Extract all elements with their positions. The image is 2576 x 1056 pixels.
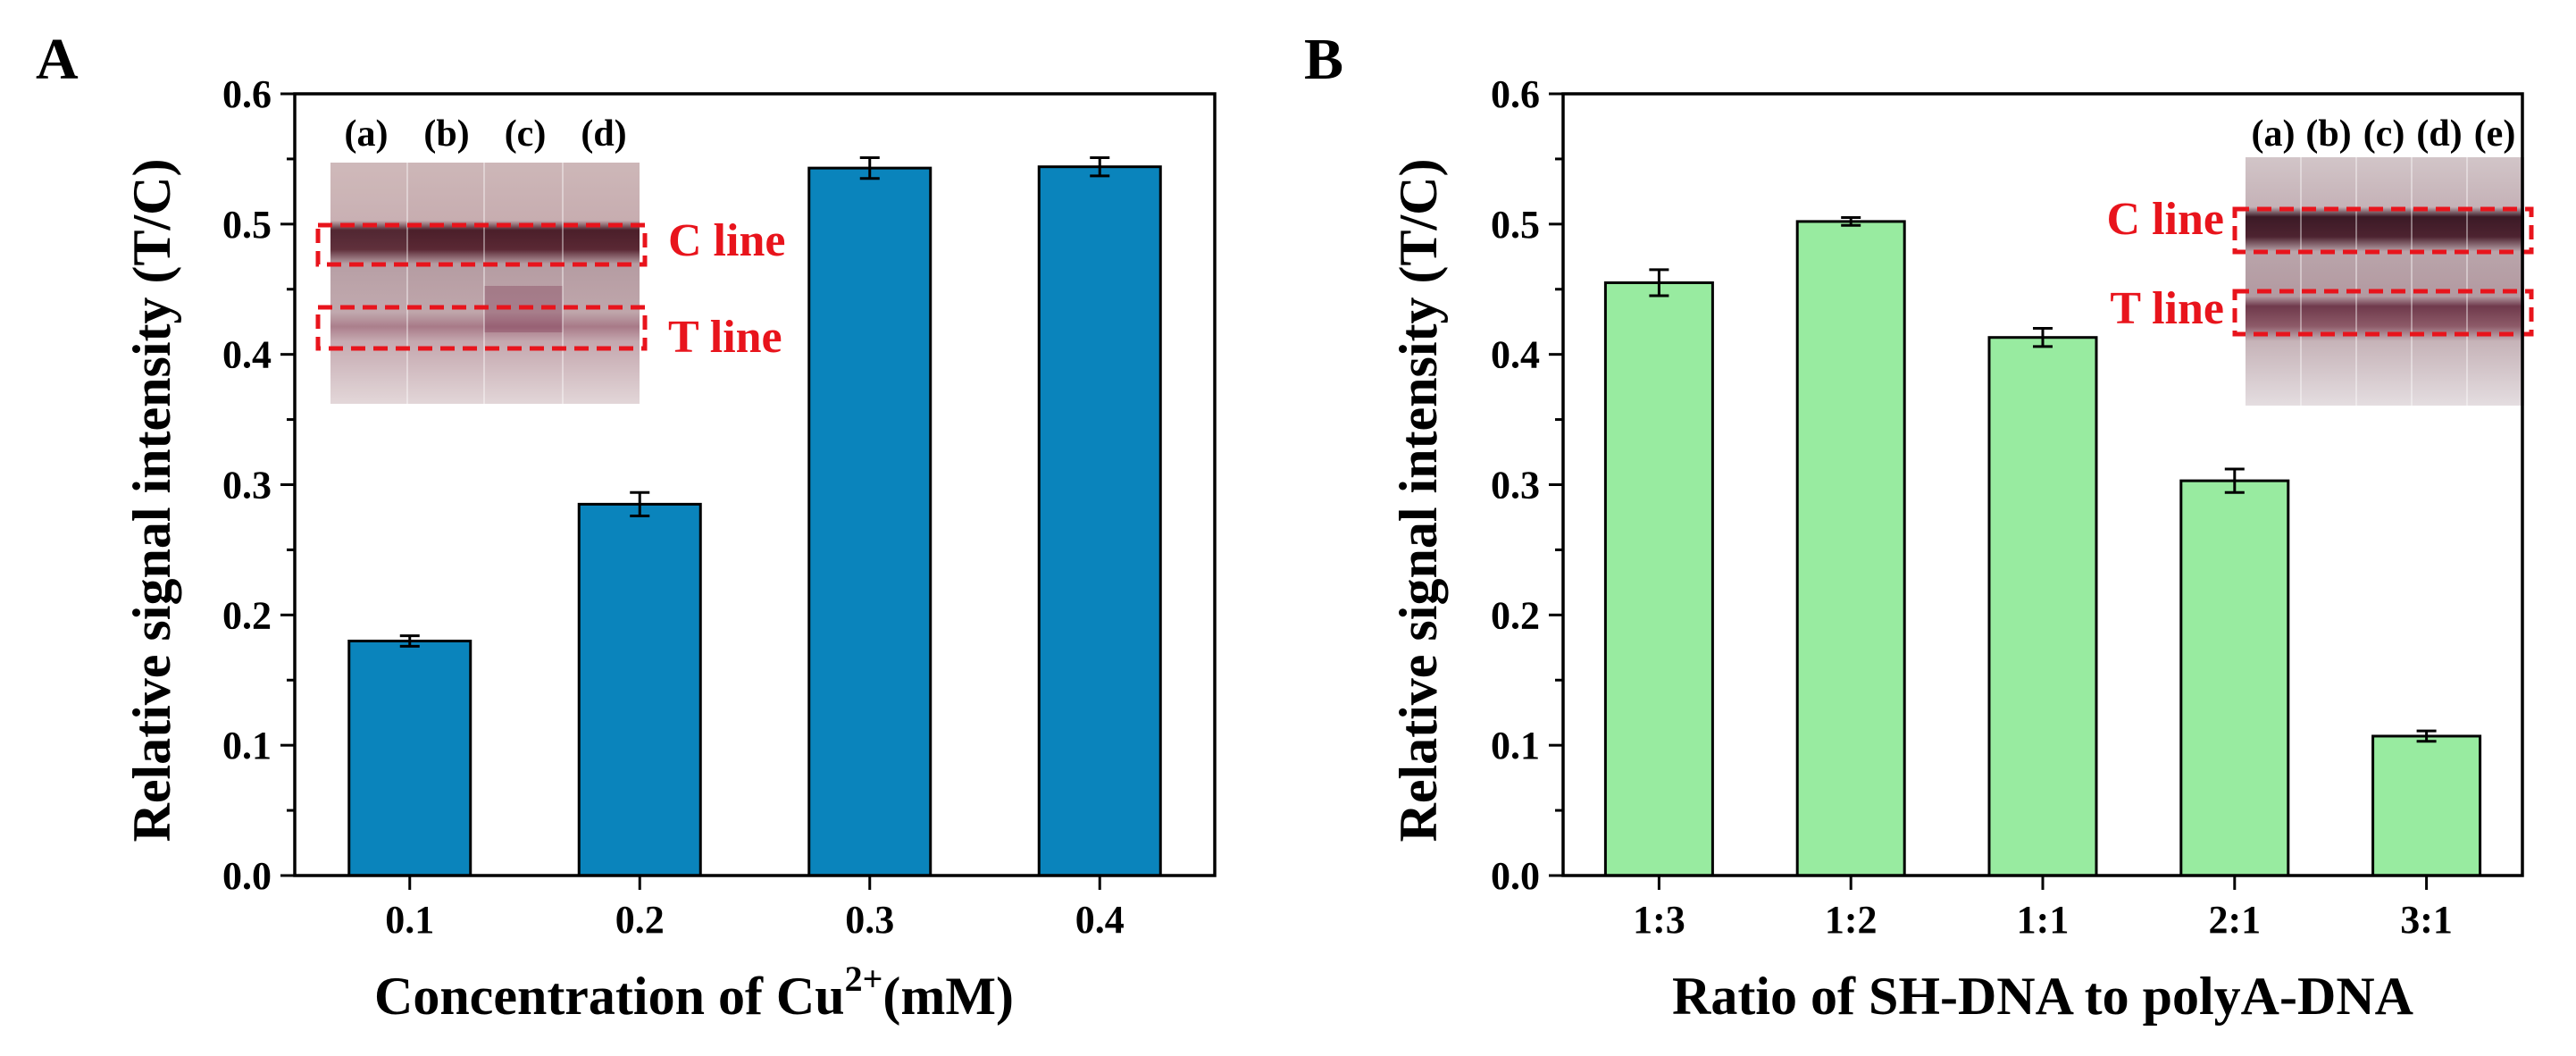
bar-a-2 xyxy=(577,502,702,877)
c-line-box-b xyxy=(2232,206,2534,255)
error-bar-a-2 xyxy=(630,490,650,517)
y-tick-label-a-0: 0.0 xyxy=(222,854,272,898)
bar-b-2 xyxy=(1795,220,1906,877)
y-tick-label-a-1: 0.1 xyxy=(222,724,272,767)
y-tick-label-a-4: 0.4 xyxy=(222,333,272,377)
panel-b: B C line T line (a) (b) (c) (d) (e) 1:3 1:2 1:… xyxy=(1304,27,2534,1026)
bar-b-1 xyxy=(1603,281,1714,877)
t-line-label-a: T line xyxy=(668,312,782,363)
y-tick-label-b-1: 0.1 xyxy=(1491,724,1540,767)
error-bar-b-5 xyxy=(2416,729,2437,743)
x-tick-label-b-1: 1:3 xyxy=(1633,898,1685,942)
lane-label-b-5: (e) xyxy=(2474,113,2516,155)
x-tick-label-b-3: 1:1 xyxy=(2017,898,2070,942)
y-tick-label-a-3: 0.3 xyxy=(222,464,272,507)
lane-label-a-3: (c) xyxy=(505,113,547,155)
y-tick-label-b-3: 0.3 xyxy=(1491,464,1540,507)
x-axis-title-a: Concentration of Cu2+(mM) xyxy=(374,959,1014,1026)
y-tick-label-b-6: 0.6 xyxy=(1491,72,1540,116)
bar-b-5 xyxy=(2371,734,2482,877)
y-axis-title-a: Relative signal intensity (T/C) xyxy=(122,159,181,842)
strip-image-b xyxy=(2246,157,2524,406)
x-tick-label-a-1: 0.1 xyxy=(385,898,434,942)
x-tick-label-b-4: 2:1 xyxy=(2208,898,2261,942)
t-line-box-b xyxy=(2232,289,2534,337)
error-bar-b-4 xyxy=(2224,467,2245,494)
t-line-box-a xyxy=(315,305,648,351)
bar-a-3 xyxy=(807,166,933,877)
error-bar-b-1 xyxy=(1649,268,1669,298)
y-tick-label-a-2: 0.2 xyxy=(222,593,272,637)
lane-label-b-1: (a) xyxy=(2252,113,2296,155)
error-bar-b-2 xyxy=(1841,216,1861,227)
y-tick-label-b-2: 0.2 xyxy=(1491,593,1540,637)
lane-label-b-2: (b) xyxy=(2305,113,2351,155)
bar-a-1 xyxy=(347,640,473,877)
x-tick-label-a-3: 0.3 xyxy=(845,898,894,942)
error-bar-a-4 xyxy=(1090,155,1110,178)
inset-strip-photo-b: C line T line xyxy=(2107,157,2534,406)
c-line-box-a xyxy=(315,222,648,267)
c-line-label-b: C line xyxy=(2107,194,2224,245)
lane-label-a-1: (a) xyxy=(345,113,389,155)
x-tick-label-b-2: 1:2 xyxy=(1825,898,1878,942)
error-bar-a-1 xyxy=(399,634,420,648)
error-bar-a-3 xyxy=(859,155,880,180)
x-tick-label-b-5: 3:1 xyxy=(2400,898,2453,942)
y-tick-label-a-5: 0.5 xyxy=(222,203,272,247)
y-tick-label-a-6: 0.6 xyxy=(222,72,272,116)
c-line-label-a: C line xyxy=(668,215,785,266)
lane-label-a-2: (b) xyxy=(423,113,469,155)
y-tick-label-b-0: 0.0 xyxy=(1491,854,1540,898)
x-tick-label-a-2: 0.2 xyxy=(615,898,665,942)
lane-label-b-3: (c) xyxy=(2363,113,2405,155)
inset-strip-photo-a: C line T line xyxy=(315,163,785,404)
error-bar-b-3 xyxy=(2033,327,2053,348)
y-tick-label-b-5: 0.5 xyxy=(1491,203,1540,247)
strip-image-a xyxy=(330,163,640,404)
bar-b-3 xyxy=(1987,336,2098,877)
lane-label-a-4: (d) xyxy=(581,113,626,155)
y-axis-title-b: Relative signal intensity (T/C) xyxy=(1389,159,1448,842)
x-axis-title-b: Ratio of SH-DNA to polyA-DNA xyxy=(1672,967,2413,1026)
x-tick-label-a-4: 0.4 xyxy=(1075,898,1125,942)
y-tick-label-b-4: 0.4 xyxy=(1491,333,1540,377)
panel-label-a: A xyxy=(36,27,79,92)
bar-a-4 xyxy=(1037,165,1162,877)
bar-b-4 xyxy=(2179,479,2290,877)
panel-a: A C line T line (a) (b) (c) (d) 0.1 0.2 0.3 0.… xyxy=(36,27,1217,1026)
lane-label-b-4: (d) xyxy=(2416,113,2462,155)
t-line-label-b: T line xyxy=(2110,283,2224,334)
panel-label-b: B xyxy=(1304,27,1343,92)
